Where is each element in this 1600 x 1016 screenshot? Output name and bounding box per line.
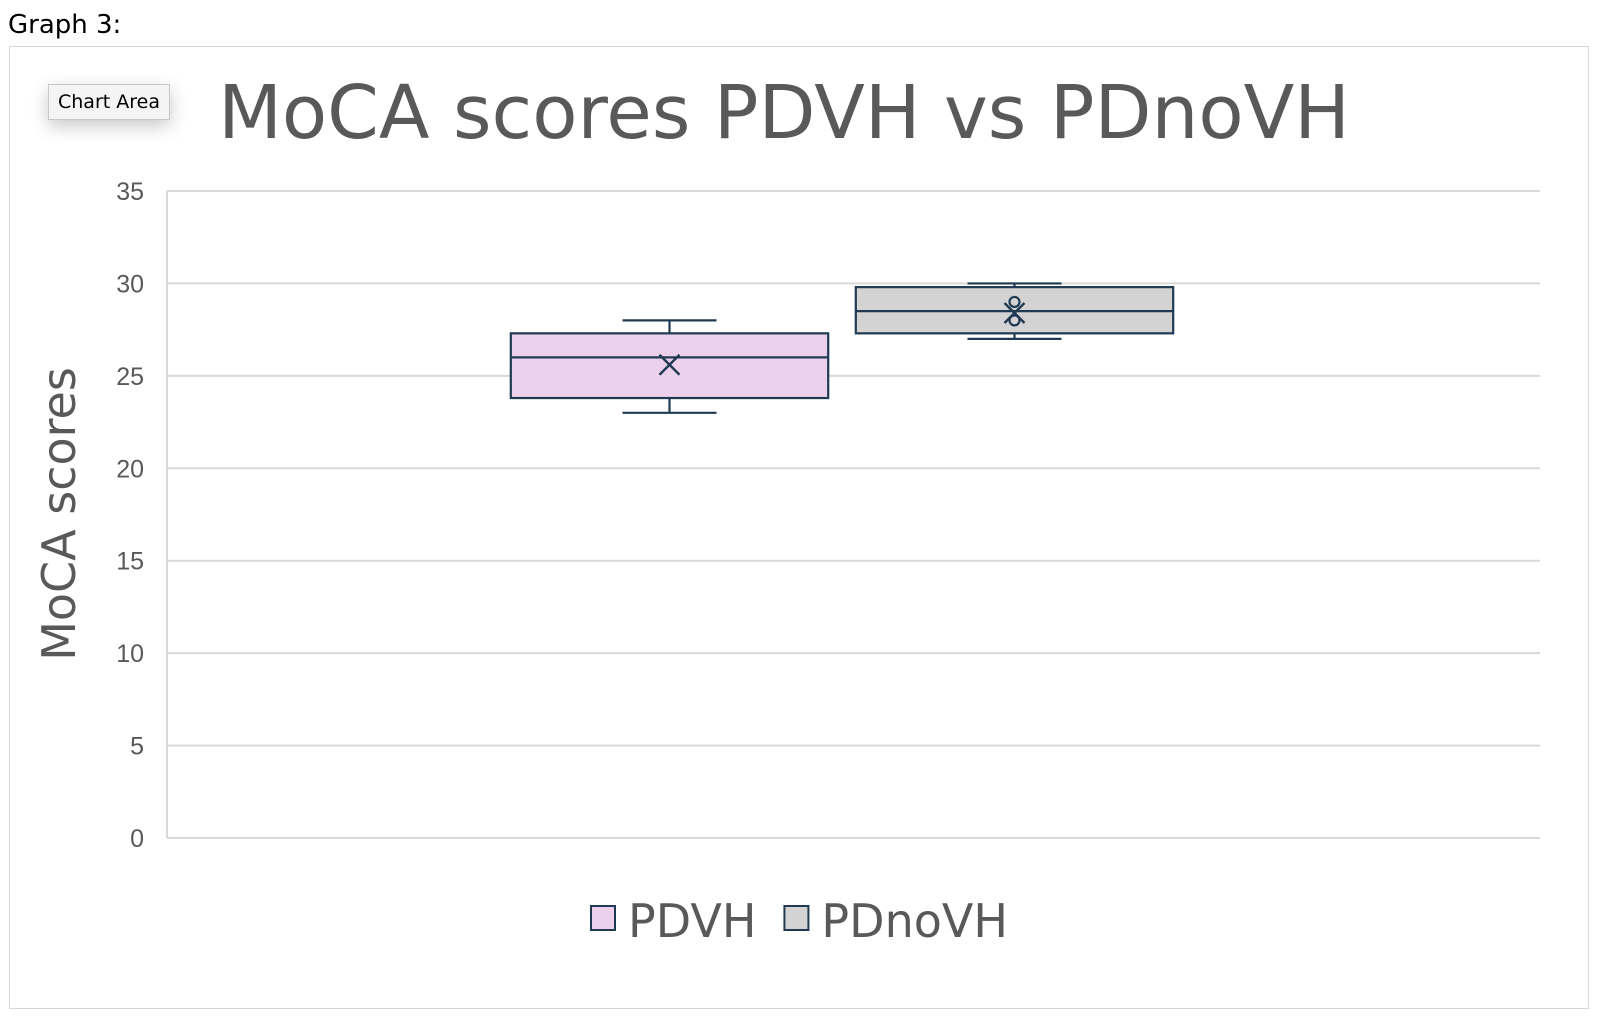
chart-title: MoCA scores PDVH vs PDnoVH: [218, 70, 1350, 156]
legend-item-pdvh[interactable]: PDVH: [590, 894, 756, 948]
legend-item-pdnovh[interactable]: PDnoVH: [783, 894, 1008, 948]
legend-label: PDVH: [628, 894, 756, 948]
y-tick-label: 30: [116, 270, 144, 298]
mean-marker: [1003, 302, 1026, 324]
box-pdvh[interactable]: [509, 319, 830, 414]
chart-area-tooltip: Chart Area: [48, 84, 170, 120]
y-tick-label: 20: [116, 455, 144, 483]
box-pdnovh[interactable]: [854, 282, 1175, 340]
y-tick-label: 5: [130, 733, 144, 761]
gridlines: [166, 190, 1540, 839]
legend-swatch: [590, 905, 616, 931]
y-tick-label: 35: [116, 178, 144, 206]
y-tick-label: 0: [130, 825, 144, 853]
outlier-point: [1008, 314, 1021, 327]
y-axis-ticks: 0 5 10 15 20 25 30 35: [116, 178, 144, 853]
y-tick-label: 10: [116, 640, 144, 668]
y-axis-label: MoCA scores: [32, 367, 86, 661]
y-tick-label: 15: [116, 548, 144, 576]
y-tick-label: 25: [116, 363, 144, 391]
mean-marker: [658, 353, 681, 376]
box-plots[interactable]: [509, 282, 1175, 414]
chart-area[interactable]: [9, 46, 1589, 1009]
outlier-point: [1008, 295, 1021, 309]
document-heading: Graph 3:: [8, 10, 122, 40]
legend-swatch: [783, 905, 810, 931]
legend[interactable]: PDVH PDnoVH: [590, 894, 1008, 948]
legend-label: PDnoVH: [821, 894, 1008, 948]
